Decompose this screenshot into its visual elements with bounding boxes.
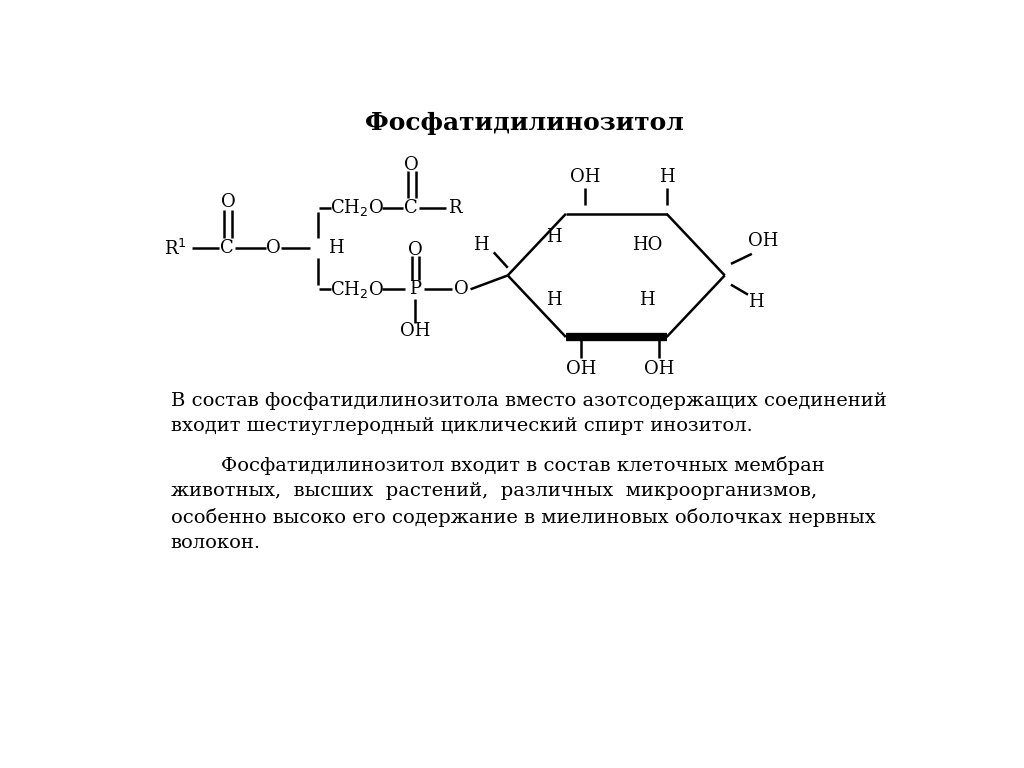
Text: OH: OH (566, 360, 597, 379)
Text: OH: OH (399, 322, 430, 340)
Text: R$^1$: R$^1$ (164, 238, 186, 259)
Text: O: O (409, 241, 423, 259)
Text: O: O (220, 194, 236, 211)
Text: P: P (409, 280, 421, 298)
Text: O: O (266, 240, 281, 257)
Text: CH$_2$O: CH$_2$O (330, 197, 384, 218)
Text: В состав фосфатидилинозитола вместо азотсодержащих соединений
входит шестиуглеро: В состав фосфатидилинозитола вместо азот… (171, 392, 887, 435)
Text: OH: OH (749, 232, 778, 250)
Text: CH$_2$O: CH$_2$O (330, 279, 384, 300)
Text: H: H (658, 168, 675, 186)
Text: HO: HO (632, 236, 663, 253)
Text: R: R (449, 199, 462, 217)
Text: C: C (404, 199, 418, 217)
Text: O: O (404, 157, 419, 174)
Text: H: H (639, 291, 655, 309)
Text: H: H (748, 293, 764, 311)
Text: O: O (454, 280, 469, 298)
Text: Фосфатидилинозитол входит в состав клеточных мембран
животных,  высших  растений: Фосфатидилинозитол входит в состав клето… (171, 456, 876, 552)
Text: H: H (547, 228, 562, 246)
Text: H: H (473, 236, 488, 253)
Text: H: H (547, 291, 562, 309)
Text: OH: OH (644, 360, 674, 379)
Text: H: H (328, 240, 343, 257)
Text: OH: OH (570, 168, 600, 186)
Text: C: C (220, 240, 234, 257)
Text: Фосфатидилинозитол: Фосфатидилинозитол (366, 111, 684, 135)
